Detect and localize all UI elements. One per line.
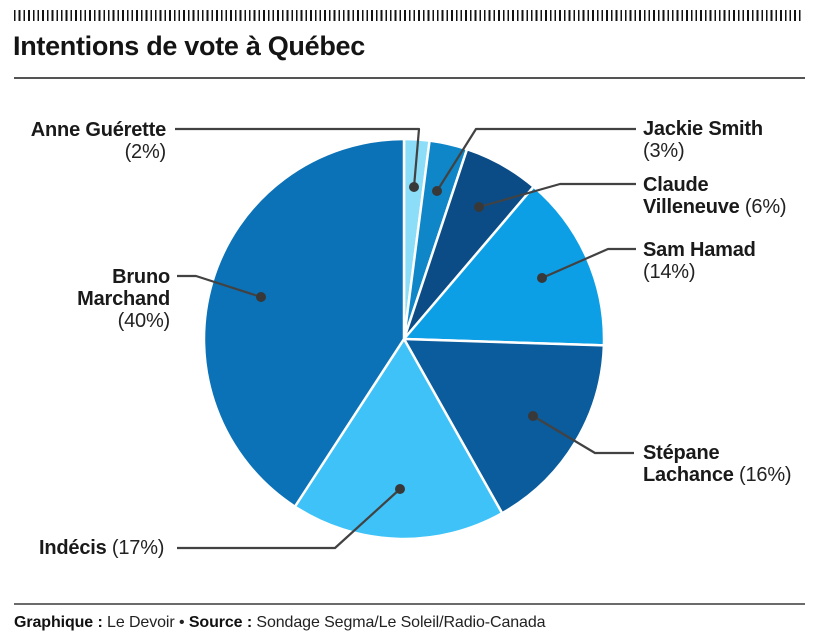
candidate-name-text: Claude — [643, 174, 709, 196]
candidate-pct-text: (16%) — [733, 464, 792, 486]
pie-label-stepane-lachance: Stépane Lachance (16%) — [643, 442, 792, 486]
pie-label-line: Sam Hamad — [643, 239, 756, 261]
candidate-pct-text: (17%) — [106, 537, 165, 559]
candidate-name-text: Villeneuve — [643, 196, 740, 218]
candidate-pct-text: (14%) — [643, 261, 696, 283]
pie-label-line: Bruno — [77, 266, 170, 288]
pie-label-bruno-marchand: Bruno Marchand (40%) — [77, 266, 170, 332]
leader-dot-sam-hamad — [537, 273, 547, 283]
leader-line-stepane-lachance — [532, 415, 634, 455]
leader-line-sam-hamad — [541, 247, 636, 280]
candidate-name-text: Stépane — [643, 442, 720, 464]
leader-dot-anne-guerette — [409, 182, 419, 192]
candidate-name-text: Anne Guérette — [30, 119, 166, 141]
pie-label-anne-guerette: Anne Guérette (2%) — [31, 119, 166, 163]
ticker-ornament — [14, 10, 803, 21]
pie-label-line: Lachance (16%) — [643, 464, 792, 486]
chart-title: Intentions de vote à Québec — [13, 31, 365, 61]
leader-dot-jackie-smith — [432, 186, 442, 196]
pie-label-line: Indécis (17%) — [39, 537, 164, 559]
pie-label-line: Villeneuve (6%) — [643, 196, 787, 218]
pie-label-claude-villeneuve: Claude Villeneuve (6%) — [643, 174, 787, 218]
pie-label-line: Anne Guérette — [31, 119, 166, 141]
candidate-pct-text: (2%) — [124, 141, 167, 163]
pie-slice-stepane-lachance — [402, 337, 606, 515]
pie-label-line: Marchand — [77, 288, 170, 310]
credit-value-text: Le Devoir — [102, 614, 179, 631]
leader-line-anne-guerette — [175, 127, 421, 188]
pie-label-line: (3%) — [643, 140, 763, 162]
pie-label-line: Jackie Smith — [643, 118, 763, 140]
candidate-name-text: Bruno — [112, 266, 170, 288]
pie-label-line: Stépane — [643, 442, 791, 464]
candidate-name-text: Indécis — [39, 537, 107, 559]
credit-value-text: • — [178, 614, 189, 631]
pie-slice-indecis — [293, 337, 504, 541]
pie-label-indecis: Indécis (17%) — [39, 537, 164, 559]
candidate-name-text: Marchand — [77, 288, 170, 310]
leader-dot-bruno-marchand — [256, 292, 266, 302]
candidate-pct-text: (3%) — [643, 140, 685, 162]
leader-line-jackie-smith — [436, 127, 636, 192]
credit-value-text: Sondage Segma/Le Soleil/Radio-Canada — [252, 614, 546, 631]
leader-dot-indecis — [395, 484, 405, 494]
pie-label-line: (2%) — [31, 141, 167, 163]
candidate-name-text: Lachance — [643, 464, 734, 486]
pie-label-sam-hamad: Sam Hamad (14%) — [643, 239, 756, 283]
candidate-name-text: Sam Hamad — [643, 239, 756, 261]
candidate-name-text: Jackie Smith — [643, 118, 763, 140]
pie-label-jackie-smith: Jackie Smith (3%) — [643, 118, 763, 162]
leader-line-claude-villeneuve — [478, 182, 636, 209]
candidate-pct-text: (40%) — [117, 310, 171, 332]
credit-label-text: Graphique : — [14, 614, 103, 631]
pie-label-line: Claude — [643, 174, 786, 196]
leader-dot-claude-villeneuve — [474, 202, 484, 212]
leader-line-indecis — [177, 488, 401, 550]
leader-line-bruno-marchand — [177, 274, 262, 299]
leader-dot-stepane-lachance — [528, 411, 538, 421]
credit-label-text: Source : — [188, 614, 253, 631]
credit-line: Graphique : Le Devoir • Source : Sondage… — [14, 612, 546, 633]
footer-divider — [14, 603, 805, 605]
pie-label-line: (14%) — [643, 261, 756, 283]
candidate-pct-text: (6%) — [739, 196, 787, 218]
title-divider — [14, 77, 805, 79]
pie-label-line: (40%) — [77, 310, 171, 332]
